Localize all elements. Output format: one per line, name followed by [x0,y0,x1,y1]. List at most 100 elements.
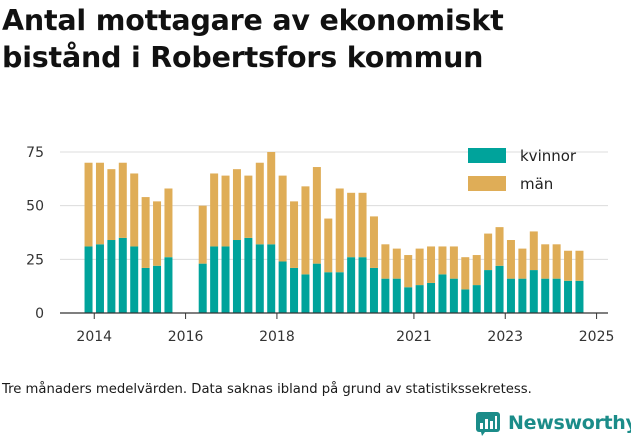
bar-kvinnor-2021-Q4 [427,282,436,313]
bar-män-2019-Q4 [335,188,344,273]
bar-män-2014-Q3 [95,162,104,245]
bar-män-2020-Q2 [358,192,367,258]
bar-män-2018-Q2 [267,152,276,245]
x-tick-label: 2021 [396,329,432,345]
bar-män-2024-Q3 [552,244,561,279]
bar-kvinnor-2019-Q4 [335,272,344,313]
bar-kvinnor-2023-Q1 [484,270,493,313]
x-tick-label: 2018 [259,329,295,345]
bar-män-2020-Q3 [369,216,378,268]
y-tick-label: 25 [26,252,44,268]
bar-kvinnor-2017-Q4 [244,237,253,313]
bar-kvinnor-2018-Q1 [255,244,264,313]
bar-män-2022-Q1 [438,246,447,275]
legend-label-män: män [520,175,553,193]
bar-kvinnor-2018-Q4 [290,267,299,313]
bar-kvinnor-2015-Q4 [153,265,162,313]
bar-män-2024-Q4 [564,250,573,281]
bar-män-2017-Q1 [210,173,219,247]
legend-swatch-män [468,176,506,191]
y-tick-label: 50 [26,199,44,215]
bar-män-2023-Q2 [495,227,504,266]
bar-män-2020-Q1 [347,192,356,258]
x-tick-label: 2014 [76,329,112,345]
x-axis: 2014 2016 2018 2021 2023 2025 [60,312,615,345]
newsworthy-wordmark: Newsworthy [508,412,631,434]
bar-män-2019-Q3 [324,218,333,273]
chart-title: Antal mottagare av ekonomiskt bistånd i … [2,4,504,74]
bar-män-2014-Q2 [84,162,93,247]
legend-label-kvinnor: kvinnor [520,147,577,165]
bar-män-2020-Q4 [381,244,390,279]
y-axis: 0 25 50 75 [26,145,44,322]
bar-kvinnor-2021-Q1 [392,278,401,313]
newsworthy-chart-icon [476,412,500,436]
bar-män-2021-Q2 [404,255,413,288]
bar-män-2015-Q1 [118,162,127,238]
bar-kvinnor-2015-Q3 [141,267,150,313]
bar-kvinnor-2017-Q1 [210,246,219,313]
bar-män-2016-Q1 [164,188,173,258]
bar-kvinnor-2024-Q4 [564,280,573,313]
bar-kvinnor-2016-Q1 [164,257,173,313]
legend-swatch-kvinnor [468,148,506,163]
bar-kvinnor-2023-Q3 [506,278,515,313]
bar-kvinnor-2021-Q3 [415,285,424,313]
bar-män-2024-Q2 [541,244,550,279]
bar-män-2022-Q2 [449,246,458,279]
bar-kvinnor-2014-Q2 [84,246,93,313]
bar-män-2025-Q1 [575,250,584,281]
bar-kvinnor-2020-Q4 [381,278,390,313]
bar-kvinnor-2017-Q2 [221,246,230,313]
y-tick-label: 0 [35,306,44,322]
bar-män-2016-Q4 [198,205,207,264]
bar-kvinnor-2014-Q3 [95,244,104,313]
bar-kvinnor-2017-Q3 [232,240,241,313]
bar-kvinnor-2023-Q2 [495,265,504,313]
bar-män-2019-Q2 [312,167,321,264]
bar-män-2018-Q4 [290,201,299,268]
bar-män-2022-Q3 [461,257,470,290]
bar-män-2017-Q3 [232,169,241,241]
bar-kvinnor-2020-Q1 [347,257,356,313]
bar-män-2017-Q4 [244,175,253,238]
bar-kvinnor-2022-Q1 [438,274,447,313]
bar-kvinnor-2019-Q2 [312,263,321,313]
bar-kvinnor-2023-Q4 [518,278,527,313]
bar-män-2017-Q2 [221,175,230,247]
y-tick-label: 75 [26,145,44,161]
bar-kvinnor-2015-Q1 [118,237,127,313]
bar-kvinnor-2016-Q4 [198,263,207,313]
bar-män-2018-Q3 [278,175,287,262]
bar-kvinnor-2019-Q3 [324,272,333,313]
bar-män-2021-Q3 [415,248,424,286]
footnote: Tre månaders medelvärden. Data saknas ib… [2,382,532,397]
x-tick-label: 2025 [579,329,615,345]
bar-män-2018-Q1 [255,162,264,245]
stacked-bar-chart: 0 25 50 75 2014 2016 2018 2021 2023 2025 kvinnor… [26,145,615,345]
bar-kvinnor-2022-Q2 [449,278,458,313]
bar-män-2021-Q1 [392,248,401,279]
bar-män-2014-Q4 [107,169,116,241]
bar-män-2015-Q2 [130,173,139,247]
bar-kvinnor-2018-Q3 [278,261,287,313]
bar-kvinnor-2022-Q3 [461,289,470,313]
bars [84,152,584,313]
bar-män-2023-Q4 [518,248,527,279]
bar-kvinnor-2014-Q4 [107,240,116,313]
bar-kvinnor-2020-Q2 [358,257,367,313]
bar-kvinnor-2024-Q1 [529,270,538,313]
bar-män-2022-Q4 [472,255,481,286]
bar-kvinnor-2025-Q1 [575,280,584,313]
bar-män-2023-Q3 [506,240,515,279]
bar-män-2019-Q1 [301,186,310,275]
bar-kvinnor-2018-Q2 [267,244,276,313]
bar-kvinnor-2021-Q2 [404,287,413,313]
x-tick-label: 2016 [168,329,204,345]
bar-män-2024-Q1 [529,231,538,271]
bar-män-2015-Q4 [153,201,162,266]
bar-kvinnor-2022-Q4 [472,285,481,313]
bar-kvinnor-2015-Q2 [130,246,139,313]
newsworthy-logo: Newsworthy [476,408,631,438]
bar-kvinnor-2020-Q3 [369,267,378,313]
